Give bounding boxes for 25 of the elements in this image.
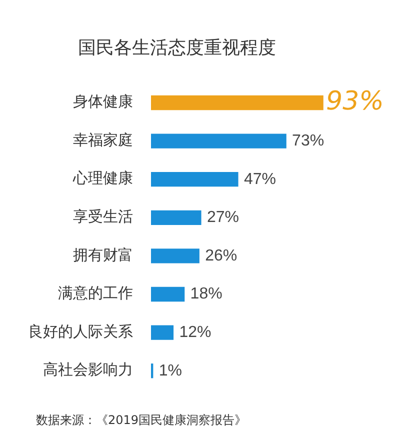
bar <box>151 172 238 187</box>
bar <box>151 134 286 148</box>
y-tick-label: 良好的人际关系 <box>28 322 133 340</box>
y-tick-label: 拥有财富 <box>73 246 133 264</box>
data-label: 12% <box>179 324 212 341</box>
y-tick-label: 享受生活 <box>73 208 133 226</box>
y-tick-label: 满意的工作 <box>58 284 133 302</box>
y-tick-label: 心理健康 <box>72 169 133 188</box>
data-label: 93% <box>326 86 384 116</box>
y-tick-label: 身体健康 <box>73 92 133 111</box>
data-label: 26% <box>205 247 238 264</box>
y-tick-label: 高社会影响力 <box>43 360 133 379</box>
bar <box>151 325 174 340</box>
data-label: 73% <box>292 132 324 150</box>
source-note: 数据来源：《2019国民健康洞察报告》 <box>36 413 247 427</box>
data-label: 18% <box>190 286 222 303</box>
data-label: 1% <box>158 362 182 380</box>
bar <box>151 286 185 302</box>
data-label: 27% <box>206 209 239 226</box>
y-tick-label: 幸福家庭 <box>73 130 133 149</box>
chart-title: 国民各生活态度重视程度 <box>78 37 276 58</box>
bar <box>151 210 202 225</box>
bar <box>151 248 200 264</box>
bar <box>151 95 324 110</box>
data-label: 47% <box>244 170 276 188</box>
